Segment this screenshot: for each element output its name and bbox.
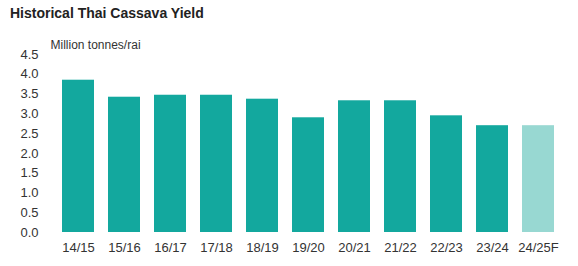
svg-text:19/20: 19/20 — [292, 240, 325, 255]
svg-text:2.5: 2.5 — [20, 126, 38, 141]
svg-text:15/16: 15/16 — [108, 240, 141, 255]
svg-text:16/17: 16/17 — [154, 240, 187, 255]
svg-text:Million tonnes/rai: Million tonnes/rai — [51, 38, 141, 52]
svg-text:1.0: 1.0 — [20, 185, 38, 200]
svg-text:18/19: 18/19 — [246, 240, 279, 255]
svg-text:2.0: 2.0 — [20, 146, 38, 161]
html-text:Historical Thai Cassava Yield: Historical Thai Cassava Yield — [10, 5, 204, 21]
svg-text:24/25F: 24/25F — [518, 240, 559, 255]
svg-text:21/22: 21/22 — [384, 240, 417, 255]
svg-text:20/21: 20/21 — [338, 240, 371, 255]
svg-text:4.5: 4.5 — [20, 47, 38, 62]
svg-text:3.0: 3.0 — [20, 106, 38, 121]
svg-text:4.0: 4.0 — [20, 66, 38, 81]
svg-text:1.5: 1.5 — [20, 165, 38, 180]
svg-text:17/18: 17/18 — [200, 240, 233, 255]
svg-text:22/23: 22/23 — [430, 240, 463, 255]
svg-text:0.0: 0.0 — [20, 225, 38, 240]
svg-text:23/24: 23/24 — [476, 240, 509, 255]
svg-text:0.5: 0.5 — [20, 205, 38, 220]
svg-text:3.5: 3.5 — [20, 86, 38, 101]
svg-text:14/15: 14/15 — [62, 240, 95, 255]
